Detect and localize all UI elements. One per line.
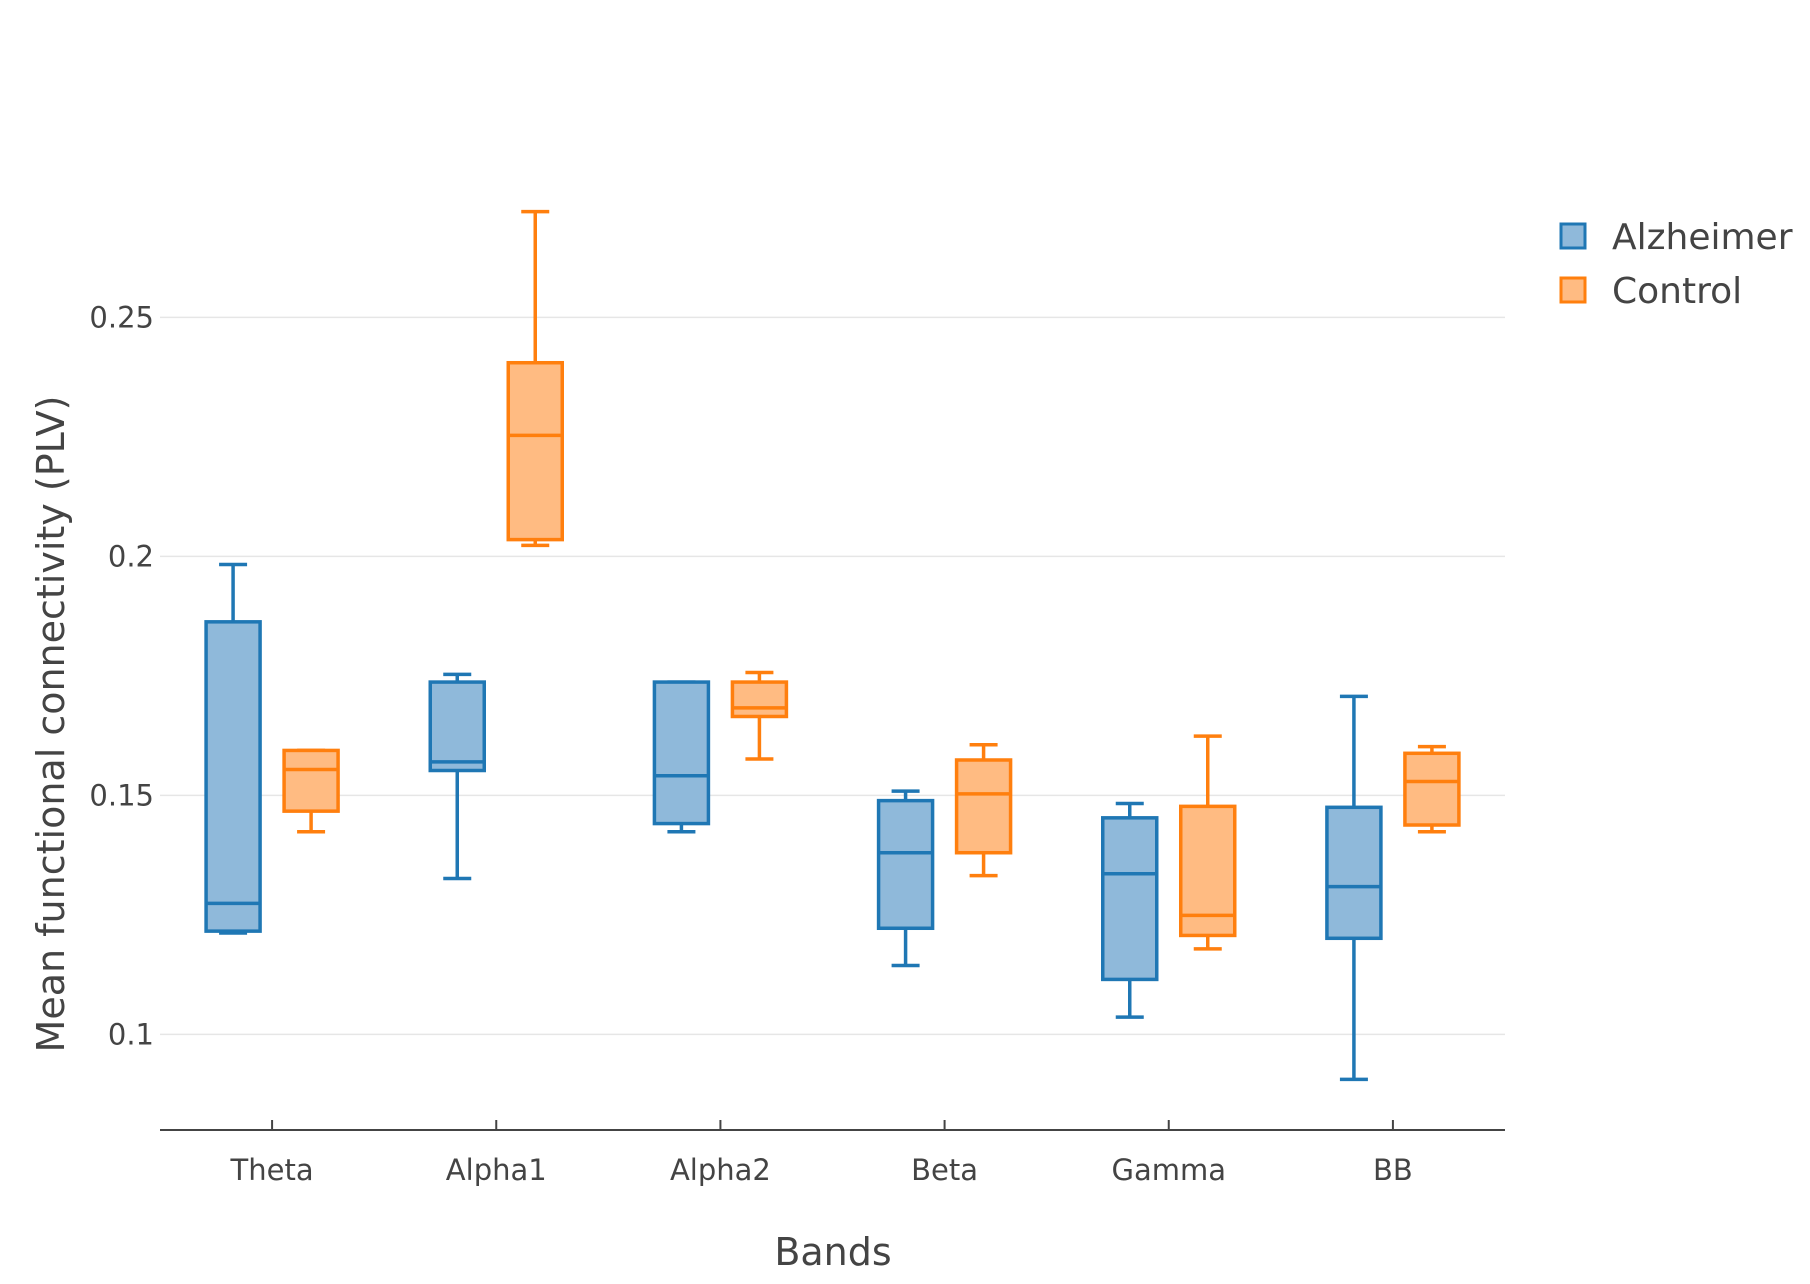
box-alzheimer-alpha2 xyxy=(652,680,711,834)
y-tick-label: 0.1 xyxy=(108,1017,154,1051)
box-control-alpha2 xyxy=(730,670,789,761)
x-tick-label: BB xyxy=(1373,1153,1413,1187)
iqr-box xyxy=(876,798,935,931)
y-axis-ticks: 0.1 0.15 0.2 0.25 xyxy=(89,300,154,1051)
box-alzheimer-gamma xyxy=(1101,801,1159,1019)
y-tick-label: 0.25 xyxy=(89,300,154,334)
x-axis-ticks: Theta Alpha1 Alpha2 Beta Gamma BB xyxy=(230,1120,1413,1187)
iqr-box xyxy=(1101,816,1159,982)
iqr-box xyxy=(1403,751,1461,827)
iqr-box xyxy=(506,360,564,542)
legend-label: Control xyxy=(1612,271,1742,312)
box-alzheimer-theta xyxy=(204,562,262,935)
legend: Alzheimer Control xyxy=(1559,217,1793,312)
legend-item-control: Control xyxy=(1559,271,1742,312)
iqr-box xyxy=(730,680,789,719)
box-control-alpha1 xyxy=(506,209,564,548)
box-control-theta xyxy=(282,748,340,834)
iqr-box xyxy=(204,620,262,933)
x-tick-label: Beta xyxy=(911,1153,978,1187)
box-control-beta xyxy=(954,742,1013,878)
legend-swatch xyxy=(1559,222,1587,250)
box-alzheimer-beta xyxy=(876,789,935,968)
box-alzheimer-alpha1 xyxy=(428,672,486,881)
legend-swatch xyxy=(1559,276,1587,304)
x-tick-label: Alpha2 xyxy=(670,1153,771,1187)
legend-label: Alzheimer xyxy=(1612,217,1793,258)
x-tick-label: Alpha1 xyxy=(446,1153,547,1187)
iqr-box xyxy=(954,758,1013,855)
legend-item-alzheimer: Alzheimer xyxy=(1559,217,1793,258)
box-control-gamma xyxy=(1179,734,1237,951)
iqr-box xyxy=(652,680,711,826)
gridlines xyxy=(160,316,1505,1036)
iqr-box xyxy=(428,680,486,773)
y-axis-title: Mean functional connectivity (PLV) xyxy=(29,396,73,1053)
x-axis-title: Bands xyxy=(774,1230,891,1274)
y-tick-label: 0.2 xyxy=(108,539,154,573)
box-alzheimer-bb xyxy=(1325,694,1383,1082)
x-tick-label: Gamma xyxy=(1111,1153,1226,1187)
box-control-bb xyxy=(1403,744,1461,834)
y-tick-label: 0.15 xyxy=(89,778,154,812)
iqr-box xyxy=(1325,805,1383,941)
box-plot-area xyxy=(204,209,1461,1082)
iqr-box xyxy=(282,748,340,813)
x-tick-label: Theta xyxy=(230,1153,314,1187)
